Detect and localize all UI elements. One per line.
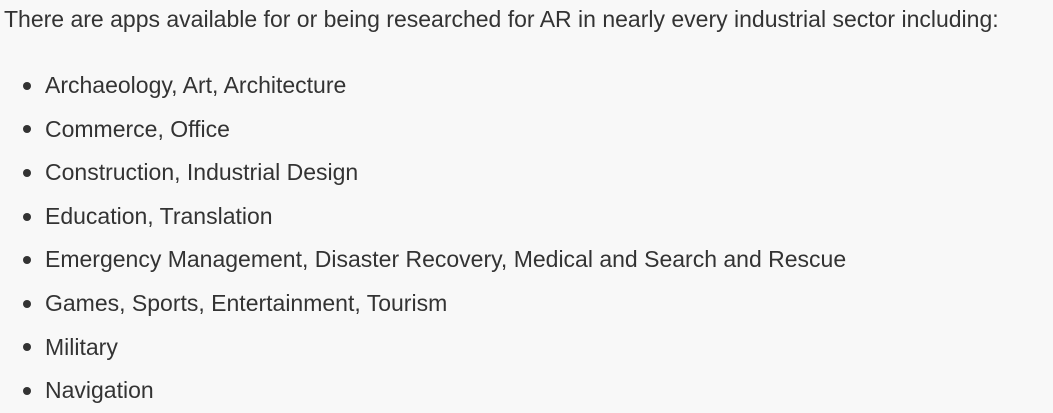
list-item-text: Commerce, Office (45, 115, 230, 142)
bullet-icon (23, 386, 31, 395)
list-item: Navigation (23, 369, 846, 413)
list-item-text: Construction, Industrial Design (45, 159, 359, 186)
list-item: Construction, Industrial Design (23, 151, 846, 195)
bullet-icon (23, 125, 31, 134)
intro-paragraph: There are apps available for or being re… (4, 6, 999, 32)
article-content: There are apps available for or being re… (4, 6, 1049, 34)
bullet-icon (23, 256, 31, 265)
bullet-icon (23, 343, 31, 352)
list-item: Archaeology, Art, Architecture (23, 64, 846, 108)
bullet-icon (23, 299, 31, 308)
list-item-text: Archaeology, Art, Architecture (45, 72, 347, 98)
sector-list: Archaeology, Art, Architecture Commerce,… (23, 64, 846, 413)
bullet-icon (23, 81, 31, 90)
bullet-icon (23, 168, 31, 177)
list-item-text: Navigation (45, 377, 154, 404)
list-item-text: Games, Sports, Entertainment, Tourism (45, 289, 448, 316)
list-item-text: Emergency Management, Disaster Recovery,… (45, 246, 847, 273)
list-item: Education, Translation (23, 195, 846, 239)
bullet-icon (23, 212, 31, 221)
list-item: Emergency Management, Disaster Recovery,… (23, 238, 846, 282)
list-item: Military (23, 326, 846, 370)
list-item: Commerce, Office (23, 108, 846, 152)
list-item-text: Military (45, 333, 118, 360)
list-item: Games, Sports, Entertainment, Tourism (23, 282, 846, 326)
list-item-text: Education, Translation (45, 202, 273, 229)
